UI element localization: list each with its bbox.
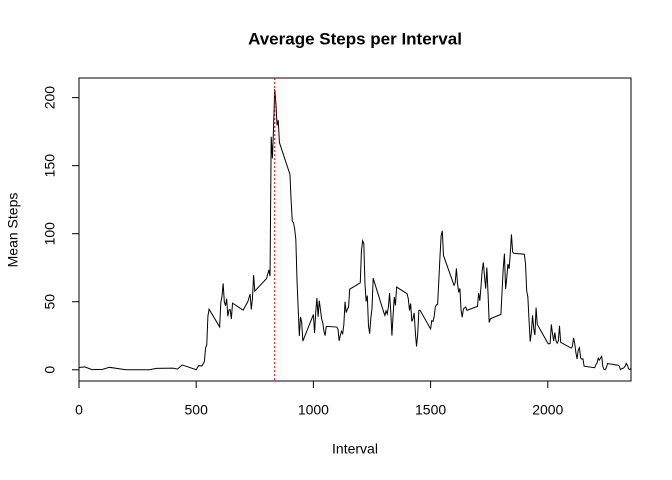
x-tick-label: 1500 (415, 402, 446, 418)
y-tick-label: 100 (42, 222, 58, 246)
x-tick-label: 500 (185, 402, 209, 418)
x-axis-label: Interval (332, 441, 378, 457)
y-tick-label: 200 (42, 86, 58, 110)
y-axis-label: Mean Steps (5, 193, 21, 268)
x-tick-label: 2000 (532, 402, 563, 418)
y-tick-label: 0 (42, 366, 58, 374)
y-tick-label: 150 (42, 154, 58, 178)
x-tick-label: 1000 (298, 402, 329, 418)
plot-box (78, 77, 632, 382)
y-tick-label: 50 (42, 294, 58, 310)
x-tick-label: 0 (75, 402, 83, 418)
data-line (78, 89, 632, 371)
chart-title: Average Steps per Interval (248, 29, 462, 48)
